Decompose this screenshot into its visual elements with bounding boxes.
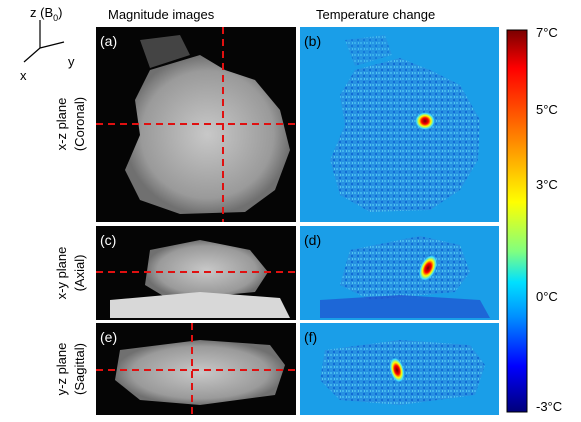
colorbar-label: 7°C xyxy=(536,25,558,40)
z-label-text: z (B xyxy=(30,5,53,20)
colorbar-label: 5°C xyxy=(536,102,558,117)
z-label-close: ) xyxy=(58,5,62,20)
row-label: x-y plane xyxy=(54,247,69,300)
panel-label: (b) xyxy=(304,33,321,49)
figure: z (B0) y x Magnitude images Temperature … xyxy=(0,0,581,417)
panel-label: (e) xyxy=(100,329,117,345)
row-label: (Axial) xyxy=(72,255,87,292)
tissue xyxy=(115,340,285,405)
y-label: y xyxy=(68,54,75,69)
column-header: Temperature change xyxy=(316,7,435,22)
colorbar-label: 3°C xyxy=(536,177,558,192)
z-label: z (B0) xyxy=(30,5,62,23)
column-header: Magnitude images xyxy=(108,7,215,22)
page: {"axes_glyph": {"z_label": ["z (B", "0",… xyxy=(0,0,581,417)
colorbar-label: 0°C xyxy=(536,289,558,304)
axes-glyph xyxy=(24,20,64,62)
panel-label: (f) xyxy=(304,329,317,345)
row-label: (Sagittal) xyxy=(72,343,87,395)
row-label: x-z plane xyxy=(54,98,69,151)
panel-label: (c) xyxy=(100,232,116,248)
colorbar xyxy=(507,30,527,412)
colorbar-label: -3°C xyxy=(536,399,562,414)
hotspot xyxy=(415,112,435,130)
x-label: x xyxy=(20,68,27,83)
row-label: (Coronal) xyxy=(72,97,87,151)
axis-arrow xyxy=(24,48,40,62)
row-label: y-z plane xyxy=(54,343,69,396)
axis-arrow xyxy=(40,42,64,48)
panel-label: (a) xyxy=(100,33,117,49)
panel-label: (d) xyxy=(304,232,321,248)
